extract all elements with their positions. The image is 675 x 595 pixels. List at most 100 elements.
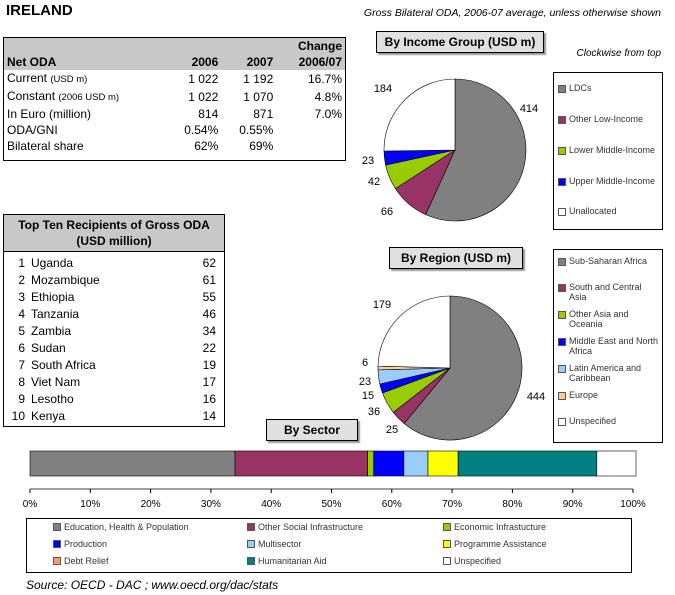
net-oda-v2006: 0.54% bbox=[184, 123, 219, 137]
recipient-row: 8 Viet Nam 17 bbox=[4, 374, 224, 391]
recipient-name: Mozambique bbox=[31, 273, 100, 287]
top-recipients-table: Top Ten Recipients of Gross ODA (USD mil… bbox=[3, 214, 225, 427]
legend-label: Europe bbox=[569, 390, 599, 400]
sector-segment bbox=[457, 450, 598, 477]
recipient-row: 9 Lesotho 16 bbox=[4, 391, 224, 408]
recipient-value: 16 bbox=[202, 392, 216, 406]
legend-item: Middle East and North Africa bbox=[558, 336, 660, 356]
sector-segment bbox=[367, 450, 375, 477]
source-note: Source: OECD - DAC ; www.oecd.org/dac/st… bbox=[26, 578, 279, 592]
legend-swatch bbox=[247, 523, 255, 531]
sector-tick-label: 70% bbox=[442, 499, 462, 510]
pie-slice bbox=[425, 78, 527, 222]
sector-tick-label: 50% bbox=[321, 499, 341, 510]
pie-value-label: 36 bbox=[368, 406, 380, 418]
legend-label: South and Central Asia bbox=[569, 282, 642, 302]
legend-label: Multisector bbox=[258, 539, 302, 549]
row-label: Bilateral share bbox=[7, 139, 84, 153]
income-legend: LDCs Other Low-Income Lower Middle-Income U… bbox=[553, 72, 663, 230]
header-2006: 2006 bbox=[191, 55, 219, 69]
row-label: ODA/GNI bbox=[7, 123, 58, 137]
legend-swatch bbox=[558, 418, 566, 426]
recipient-row: 10 Kenya 14 bbox=[4, 408, 224, 425]
legend-item: Programme Assistance bbox=[443, 539, 547, 549]
row-label: Current bbox=[7, 71, 48, 85]
row-label: Constant bbox=[7, 89, 56, 103]
recipient-rank: 9 bbox=[18, 392, 25, 406]
sector-tick-label: 60% bbox=[382, 499, 402, 510]
recipient-rank: 7 bbox=[18, 358, 25, 372]
legend-label: Unspecified bbox=[454, 556, 502, 566]
sector-bar-chart: 0% 10% 20% 30% 40% 50% 60% 70% 80% 90% 100% bbox=[23, 450, 646, 510]
net-oda-change bbox=[276, 122, 345, 138]
net-oda-label: Current (USD m) bbox=[4, 70, 166, 88]
income-pie-chart: 414 66 42 23 184 bbox=[362, 78, 538, 222]
legend-label: Production bbox=[64, 539, 108, 549]
recipient-row: 1 Uganda 62 bbox=[4, 255, 224, 272]
legend-label: Unspecified bbox=[569, 416, 617, 426]
legend-item: Upper Middle-Income bbox=[558, 176, 660, 186]
legend-swatch bbox=[558, 85, 566, 93]
legend-swatch bbox=[443, 557, 451, 565]
legend-label: Unallocated bbox=[569, 206, 617, 216]
sector-legend: Education, Health & Population Other Soci… bbox=[26, 518, 632, 573]
recipient-name: Zambia bbox=[31, 324, 72, 338]
header-change-line1: Change bbox=[297, 39, 342, 53]
net-oda-v2007: 871 bbox=[253, 107, 274, 121]
recipient-rank: 2 bbox=[18, 273, 25, 287]
legend-swatch bbox=[53, 540, 61, 548]
sector-tick-label: 20% bbox=[141, 499, 161, 510]
clockwise-note: Clockwise from top bbox=[576, 48, 661, 59]
net-oda-v2006: 1 022 bbox=[188, 72, 219, 86]
region-chart-title: By Region (USD m) bbox=[389, 247, 523, 269]
recipient-rank: 4 bbox=[18, 307, 25, 321]
net-oda-v2007: 1 192 bbox=[243, 72, 274, 86]
sector-tick-label: 100% bbox=[620, 499, 646, 510]
legend-swatch bbox=[558, 208, 566, 216]
pie-slice bbox=[403, 295, 523, 441]
pie-slice bbox=[377, 295, 451, 369]
recipient-name: Kenya bbox=[31, 409, 66, 423]
recipient-value: 19 bbox=[202, 358, 216, 372]
sector-chart-title: By Sector bbox=[266, 419, 358, 441]
legend-label: Lower Middle-Income bbox=[569, 145, 656, 155]
recipient-value: 61 bbox=[202, 273, 216, 287]
legend-item: Latin America and Caribbean bbox=[558, 363, 660, 383]
legend-item: Sub-Saharan Africa bbox=[558, 256, 660, 266]
recipient-rank: 8 bbox=[18, 375, 25, 389]
recipient-value: 22 bbox=[202, 341, 216, 355]
sector-tick-label: 0% bbox=[23, 499, 38, 510]
net-oda-header-row: Change bbox=[4, 38, 345, 54]
header-2007: 2007 bbox=[246, 55, 274, 69]
pie-value-label: 184 bbox=[374, 83, 392, 95]
sector-tick-label: 40% bbox=[261, 499, 281, 510]
sector-tick-label: 10% bbox=[80, 499, 100, 510]
recipient-value: 14 bbox=[202, 409, 216, 423]
recipient-row: 6 Sudan 22 bbox=[4, 340, 224, 357]
legend-label: Middle East and North Africa bbox=[569, 336, 659, 356]
legend-swatch bbox=[558, 365, 566, 373]
net-oda-v2007: 69% bbox=[249, 139, 274, 153]
sector-tick-label: 90% bbox=[563, 499, 583, 510]
legend-item: Education, Health & Population bbox=[53, 522, 189, 532]
recipient-name: Uganda bbox=[31, 256, 74, 270]
legend-item: Lower Middle-Income bbox=[558, 145, 660, 155]
recipient-name: Ethiopia bbox=[31, 290, 75, 304]
sector-segment bbox=[234, 450, 368, 477]
net-oda-change bbox=[276, 138, 345, 154]
legend-item: Other Social Infrastructure bbox=[247, 522, 363, 532]
net-oda-header-row-2: Net ODA 2006 2007 2006/07 bbox=[4, 54, 345, 70]
legend-label: Programme Assistance bbox=[454, 539, 547, 549]
net-oda-v2006: 1 022 bbox=[188, 90, 219, 104]
legend-swatch bbox=[558, 147, 566, 155]
net-oda-change: 7.0% bbox=[314, 107, 342, 121]
recipient-name: Lesotho bbox=[31, 392, 74, 406]
legend-swatch bbox=[558, 178, 566, 186]
recipient-name: South Africa bbox=[31, 358, 96, 372]
legend-item: Multisector bbox=[247, 539, 302, 549]
legend-swatch bbox=[53, 557, 61, 565]
legend-label: Sub-Saharan Africa bbox=[569, 256, 648, 266]
recipient-row: 3 Ethiopia 55 bbox=[4, 289, 224, 306]
net-oda-v2007: 0.55% bbox=[239, 123, 274, 137]
recipient-row: 2 Mozambique 61 bbox=[4, 272, 224, 289]
